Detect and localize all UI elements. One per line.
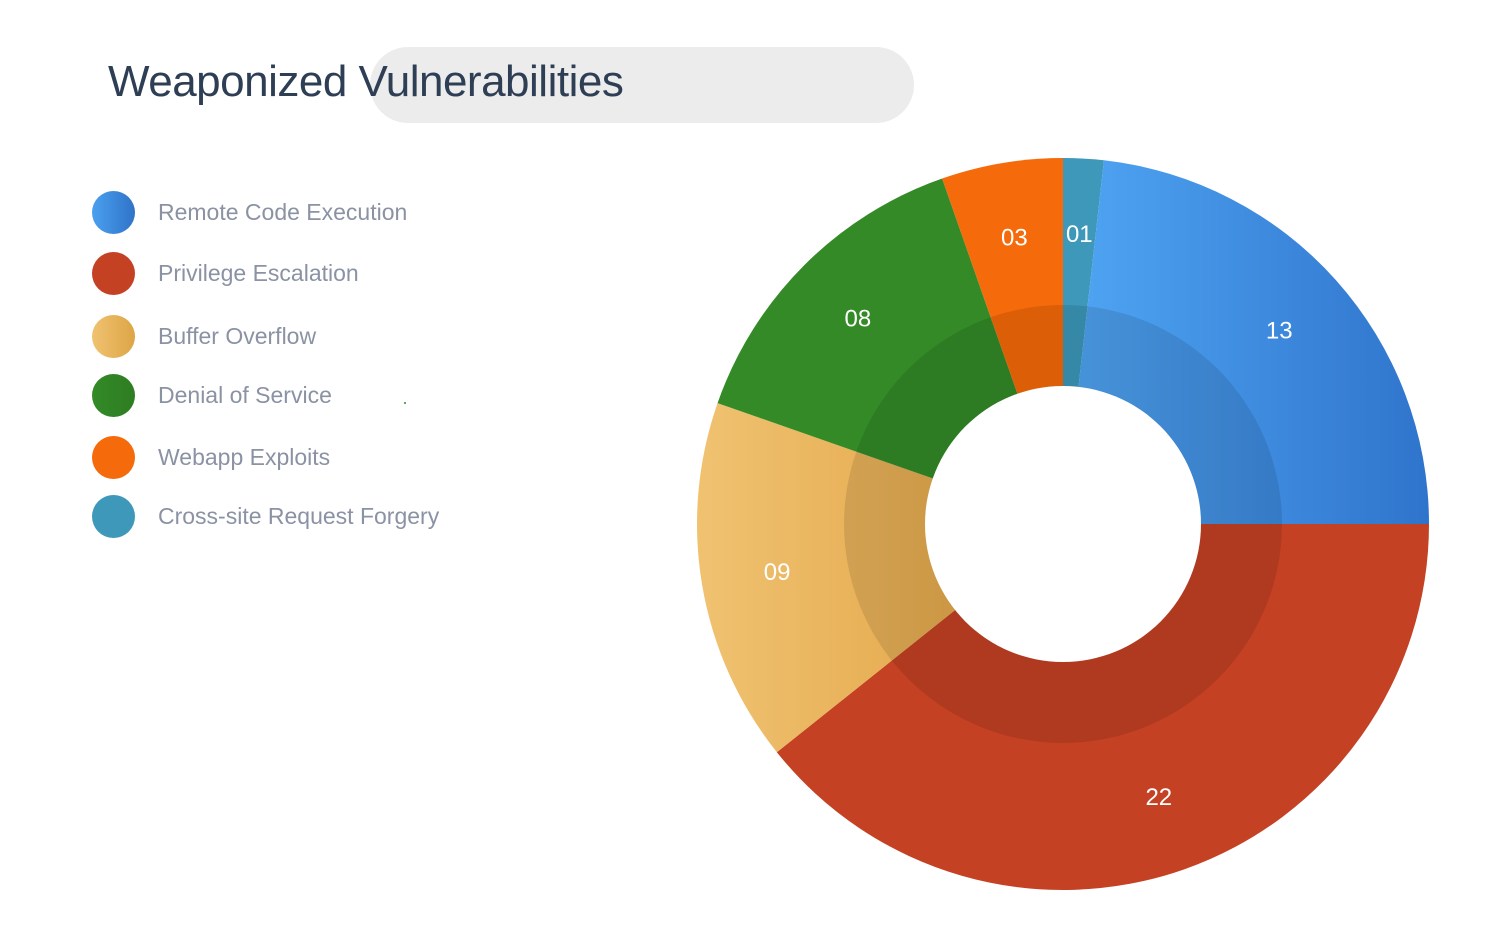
legend-label: Remote Code Execution (158, 198, 408, 225)
stray-dot-mark (404, 402, 406, 404)
legend-label: Privilege Escalation (158, 259, 359, 286)
legend-label: Denial of Service (158, 381, 332, 408)
title-highlight-pill (370, 47, 914, 123)
donut-hole (925, 386, 1201, 662)
legend-swatch (92, 314, 135, 358)
slice-value-label: 08 (845, 305, 872, 332)
legend-item-privilege-escalation: Privilege Escalation (92, 251, 512, 295)
legend-swatch (92, 435, 135, 479)
slice-privilege-escalation (776, 524, 1429, 891)
legend-swatch (92, 251, 135, 295)
legend-item-cross-site-request-forgery: Cross-site Request Forgery (92, 494, 512, 538)
legend-item-buffer-overflow: Buffer Overflow (92, 314, 512, 358)
slice-value-label: 09 (764, 559, 791, 586)
slice-value-label: 01 (1066, 221, 1093, 248)
legend-label: Buffer Overflow (158, 322, 317, 349)
legend-item-webapp-exploits: Webapp Exploits (92, 435, 512, 479)
legend-swatch (92, 190, 135, 234)
slice-buffer-overflow (697, 403, 1063, 753)
chart-title: Weaponized Vulnerabilities (108, 57, 624, 106)
donut-labels: 01 13 22 09 08 03 (764, 221, 1293, 811)
legend-item-remote-code-execution: Remote Code Execution (92, 190, 512, 234)
legend-label: Cross-site Request Forgery (158, 502, 440, 529)
legend-swatch (92, 494, 135, 538)
slice-value-label: 03 (1001, 225, 1028, 252)
legend-swatch (92, 373, 135, 417)
slice-value-label: 13 (1266, 317, 1293, 344)
legend-item-denial-of-service: Denial of Service (92, 373, 512, 417)
slice-value-label: 22 (1145, 784, 1172, 811)
legend-label: Webapp Exploits (158, 443, 331, 470)
